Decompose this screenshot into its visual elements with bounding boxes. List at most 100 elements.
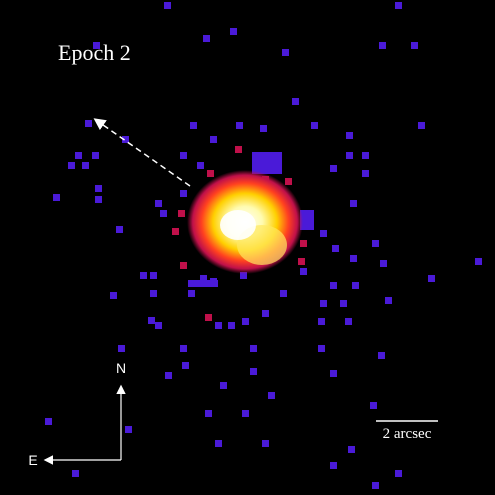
pixel [236,122,243,129]
pixel [190,122,197,129]
pixel [160,210,167,217]
pixel [418,122,425,129]
pixel [385,297,392,304]
pixel [411,42,418,49]
pixel [332,245,339,252]
pixel [180,152,187,159]
pixel [205,410,212,417]
pixel [250,345,257,352]
pixel [372,482,379,489]
pixel [268,392,275,399]
pixel [300,268,307,275]
pixel [298,258,305,265]
pixel [350,255,357,262]
pixel [150,272,157,279]
pixel [85,120,92,127]
pixel [220,382,227,389]
pixel [118,345,125,352]
pixel [82,162,89,169]
pixel [215,322,222,329]
source-peak [220,210,256,240]
pixel [210,136,217,143]
pixel [68,162,75,169]
pixel [379,42,386,49]
pixel [348,446,355,453]
pixel [282,49,289,56]
pixel [362,170,369,177]
pixel [428,275,435,282]
pixel [345,318,352,325]
pixel [395,2,402,9]
pixel [72,470,79,477]
pixel [262,440,269,447]
pixel [311,122,318,129]
pixel [230,28,237,35]
pixel [320,300,327,307]
pixel [148,317,155,324]
pixel [300,240,307,247]
pixel [318,345,325,352]
pixel [92,152,99,159]
page: Epoch 2 N E 2 arcsec (() => { const data… [0,0,495,495]
pixel [350,200,357,207]
pixel [150,290,157,297]
pixel [228,322,235,329]
pixel [378,352,385,359]
epoch-label: Epoch 2 [58,40,131,65]
pixel [330,370,337,377]
pixel [110,292,117,299]
pixel [116,226,123,233]
pixel [372,240,379,247]
pixel [362,152,369,159]
pixel [75,152,82,159]
pixel [215,440,222,447]
pixel [180,190,187,197]
north-label: N [116,360,126,376]
pixel [346,152,353,159]
xray-image: Epoch 2 N E 2 arcsec [0,0,495,495]
east-label: E [28,452,37,468]
pixel [140,272,147,279]
pixel [188,290,195,297]
pixel [203,35,210,42]
pixel [340,300,347,307]
pixel [395,470,402,477]
pixel [188,280,218,287]
pixel [380,260,387,267]
pixel [155,322,162,329]
pixel [330,165,337,172]
pixel [352,282,359,289]
pixel [95,185,102,192]
pixel [182,362,189,369]
pixel [242,410,249,417]
pixel [197,162,204,169]
pixel [45,418,52,425]
pixel [172,228,179,235]
pixel [252,152,282,174]
pixel [370,402,377,409]
pixel [262,310,269,317]
pixel [155,200,162,207]
pixel [180,345,187,352]
pixel [95,196,102,203]
pixel [475,258,482,265]
pixel [250,368,257,375]
pixel [285,178,292,185]
pixel [320,230,327,237]
pixel [330,462,337,469]
pixel [125,426,132,433]
pixel [260,125,267,132]
pixel [207,170,214,177]
scale-label: 2 arcsec [383,426,432,442]
pixel [53,194,60,201]
pixel [164,2,171,9]
pixel [235,146,242,153]
pixel [178,210,185,217]
pixel [180,262,187,269]
pixel [330,282,337,289]
pixel [165,372,172,379]
pixel [280,290,287,297]
pixel [346,132,353,139]
pixel [205,314,212,321]
pixel [242,318,249,325]
